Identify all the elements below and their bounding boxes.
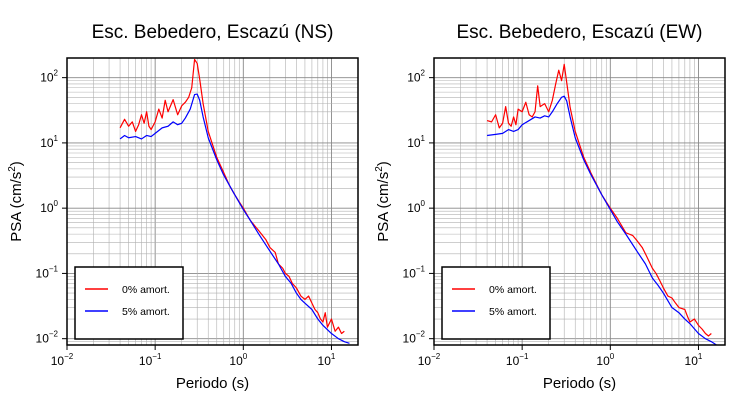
x-tick-base: 10 xyxy=(229,354,243,368)
x-tick-label: 101 xyxy=(685,352,703,368)
x-tick-base: 10 xyxy=(596,354,610,368)
y-tick-exponent: −2 xyxy=(49,330,59,339)
plot-frame xyxy=(66,57,359,346)
y-tick-exponent: 2 xyxy=(54,69,59,78)
y-tick-label: 10−1 xyxy=(36,264,59,280)
y-tick-base: 10 xyxy=(407,136,421,150)
y-axis-label: PSA (cm/s2) xyxy=(7,161,25,242)
y-axis-label-tail: ) xyxy=(375,161,392,166)
x-tick-exponent: −1 xyxy=(152,352,162,361)
x-tick-base: 10 xyxy=(139,354,153,368)
chart-title: Esc. Bebedero, Escazú (EW) xyxy=(456,22,702,43)
x-tick-base: 10 xyxy=(51,354,65,368)
x-tick-exponent: −1 xyxy=(519,352,529,361)
y-axis-label-main: PSA (cm/s xyxy=(375,172,392,242)
legend-label: 5% amort. xyxy=(122,306,170,318)
y-tick-base: 10 xyxy=(403,266,417,280)
x-tick-label: 100 xyxy=(596,352,614,368)
y-tick-exponent: −1 xyxy=(49,264,59,273)
legend-label: 0% amort. xyxy=(122,284,170,296)
y-tick-label: 10−2 xyxy=(403,330,426,346)
y-tick-base: 10 xyxy=(36,266,50,280)
y-tick-exponent: 2 xyxy=(421,69,426,78)
y-tick-label: 10−2 xyxy=(36,330,59,346)
y-tick-base: 10 xyxy=(407,71,421,85)
y-tick-exponent: −2 xyxy=(416,330,426,339)
plot-frame xyxy=(433,57,726,346)
x-tick-label: 10−1 xyxy=(506,352,529,368)
y-tick-base: 10 xyxy=(40,201,54,215)
y-tick-base: 10 xyxy=(40,136,54,150)
y-tick-label: 100 xyxy=(40,199,58,215)
y-axis-label-superscript: 2 xyxy=(374,166,385,172)
y-tick-label: 101 xyxy=(40,134,58,150)
y-axis-label-main: PSA (cm/s xyxy=(8,172,25,242)
y-tick-label: 101 xyxy=(407,134,425,150)
y-tick-label: 102 xyxy=(407,69,425,85)
x-tick-label: 101 xyxy=(318,352,336,368)
series-line-damping-0 xyxy=(486,63,712,337)
y-tick-label: 100 xyxy=(407,199,425,215)
y-tick-exponent: 0 xyxy=(421,199,426,208)
x-tick-exponent: 0 xyxy=(610,352,615,361)
x-tick-base: 10 xyxy=(418,354,432,368)
x-axis-label: Periodo (s) xyxy=(543,375,616,392)
series-line-damping-5 xyxy=(119,93,350,344)
x-tick-exponent: −2 xyxy=(64,352,74,361)
legend-label: 5% amort. xyxy=(489,306,537,318)
y-tick-exponent: 1 xyxy=(421,134,426,143)
x-tick-label: 100 xyxy=(229,352,247,368)
x-tick-base: 10 xyxy=(685,354,699,368)
x-tick-label: 10−1 xyxy=(139,352,162,368)
legend-box xyxy=(441,266,551,340)
y-tick-exponent: 0 xyxy=(54,199,59,208)
legend-label: 0% amort. xyxy=(489,284,537,296)
y-tick-label: 10−1 xyxy=(403,264,426,280)
x-tick-base: 10 xyxy=(506,354,520,368)
x-tick-label: 10−2 xyxy=(418,352,441,368)
x-tick-label: 10−2 xyxy=(51,352,74,368)
x-tick-exponent: −2 xyxy=(431,352,441,361)
y-tick-base: 10 xyxy=(407,201,421,215)
y-axis-label-tail: ) xyxy=(8,161,25,166)
x-tick-exponent: 0 xyxy=(243,352,248,361)
chart-title: Esc. Bebedero, Escazú (NS) xyxy=(92,22,334,43)
y-tick-exponent: −1 xyxy=(416,264,426,273)
y-tick-base: 10 xyxy=(36,332,50,346)
x-tick-base: 10 xyxy=(318,354,332,368)
series-line-damping-5 xyxy=(486,95,717,346)
x-tick-exponent: 1 xyxy=(331,352,336,361)
x-tick-exponent: 1 xyxy=(698,352,703,361)
y-tick-base: 10 xyxy=(40,71,54,85)
y-axis-label: PSA (cm/s2) xyxy=(374,161,392,242)
x-axis-label: Periodo (s) xyxy=(176,375,249,392)
y-axis-label-superscript: 2 xyxy=(7,166,18,172)
y-tick-exponent: 1 xyxy=(54,134,59,143)
legend-box xyxy=(74,266,184,340)
y-tick-label: 102 xyxy=(40,69,58,85)
y-tick-base: 10 xyxy=(403,332,417,346)
